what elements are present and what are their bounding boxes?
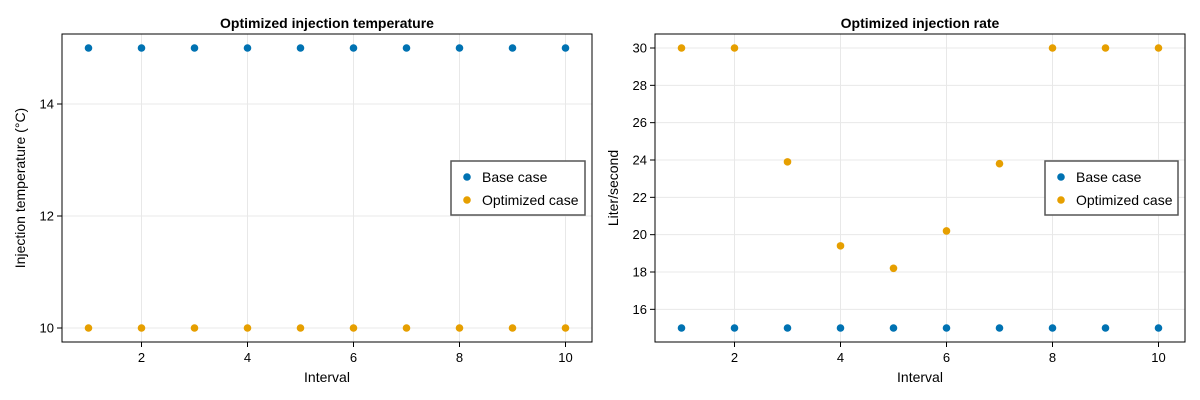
legend: Base case Optimized case [1044,160,1179,216]
data-point [190,324,199,332]
data-point [349,44,358,52]
data-point [942,227,951,235]
y-tick-label: 24 [633,153,647,168]
series-optimized-case [677,44,1163,273]
data-point [1154,44,1163,52]
y-tick-label: 28 [633,78,647,93]
y-tick-label: 20 [633,227,647,242]
data-point [455,324,464,332]
data-point [1048,324,1057,332]
x-tick-label: 2 [138,350,145,365]
x-tick-label: 4 [837,350,844,365]
chart-title: Optimized injection temperature [220,15,434,31]
y-tick-label: 22 [633,190,647,205]
legend-marker [463,196,471,204]
legend-box [1044,160,1179,216]
y-tick-label: 12 [40,209,54,224]
data-point [402,44,411,52]
data-point [677,44,686,52]
y-tick-label: 30 [633,41,647,56]
data-point [190,44,199,52]
x-tick-label: 2 [731,350,738,365]
data-point [402,324,411,332]
y-tick-label: 18 [633,265,647,280]
data-point [508,324,517,332]
legend-box [450,160,586,216]
data-point [84,324,93,332]
data-point [296,44,305,52]
x-tick-label: 6 [943,350,950,365]
data-point [296,324,305,332]
data-point [730,324,739,332]
data-point [836,242,845,250]
data-point [995,324,1004,332]
data-point [243,44,252,52]
data-point [677,324,686,332]
legend-marker [463,173,471,181]
data-point [137,324,146,332]
y-tick-label: 14 [40,97,54,112]
y-axis-label: Liter/second [605,150,621,226]
data-point [1048,44,1057,52]
data-point [836,324,845,332]
legend-label: Base case [482,169,548,185]
data-point [783,324,792,332]
legend-label: Base case [1076,169,1142,185]
data-point [1154,324,1163,332]
legend: Base case Optimized case [450,160,586,216]
x-axis-label: Interval [897,369,943,385]
data-point [243,324,252,332]
data-point [508,44,517,52]
data-point [1101,324,1110,332]
legend-label: Optimized case [1076,192,1173,208]
data-point [995,159,1004,168]
legend-marker [1057,196,1065,204]
data-point [84,44,93,52]
data-point [137,44,146,52]
x-tick-label: 10 [558,350,572,365]
x-tick-label: 4 [244,350,251,365]
x-tick-label: 8 [456,350,463,365]
data-point [561,324,570,332]
chart-title: Optimized injection rate [841,15,1000,31]
data-point [730,44,739,52]
data-point [783,158,792,166]
legend-label: Optimized case [482,192,579,208]
data-point [455,44,464,52]
data-point [889,324,898,332]
data-point [889,264,898,273]
chart-injection-temperature: 2 4 6 8 10 10 12 14 Optimized injection temperat… [12,15,593,385]
data-point [561,44,570,52]
series-optimized-case [84,324,570,332]
y-tick-label: 16 [633,302,647,317]
x-tick-label: 8 [1049,350,1056,365]
plot-frame [654,33,1186,343]
series-base-case [677,324,1163,332]
series-base-case [84,44,570,52]
y-tick-label: 10 [40,321,54,336]
data-point [942,324,951,332]
x-tick-label: 10 [1151,350,1165,365]
data-point [349,324,358,332]
y-axis-label: Injection temperature (°C) [12,108,28,268]
y-tick-label: 26 [633,115,647,130]
x-axis-label: Interval [304,369,350,385]
legend-marker [1057,173,1065,181]
x-tick-label: 6 [350,350,357,365]
data-point [1101,44,1110,52]
plot-frame [61,33,593,343]
